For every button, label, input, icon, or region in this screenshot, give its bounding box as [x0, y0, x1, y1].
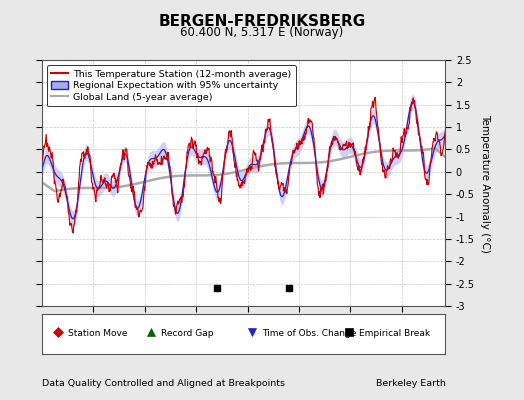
- Text: BERGEN-FREDRIKSBERG: BERGEN-FREDRIKSBERG: [158, 14, 366, 29]
- Text: 60.400 N, 5.317 E (Norway): 60.400 N, 5.317 E (Norway): [180, 26, 344, 39]
- Text: Station Move: Station Move: [68, 329, 128, 338]
- Text: Berkeley Earth: Berkeley Earth: [376, 379, 445, 388]
- Text: Record Gap: Record Gap: [161, 329, 213, 338]
- Text: Time of Obs. Change: Time of Obs. Change: [262, 329, 356, 338]
- Text: Data Quality Controlled and Aligned at Breakpoints: Data Quality Controlled and Aligned at B…: [42, 379, 285, 388]
- Y-axis label: Temperature Anomaly (°C): Temperature Anomaly (°C): [481, 114, 490, 252]
- Text: Empirical Break: Empirical Break: [358, 329, 430, 338]
- Legend: This Temperature Station (12-month average), Regional Expectation with 95% uncer: This Temperature Station (12-month avera…: [47, 65, 296, 106]
